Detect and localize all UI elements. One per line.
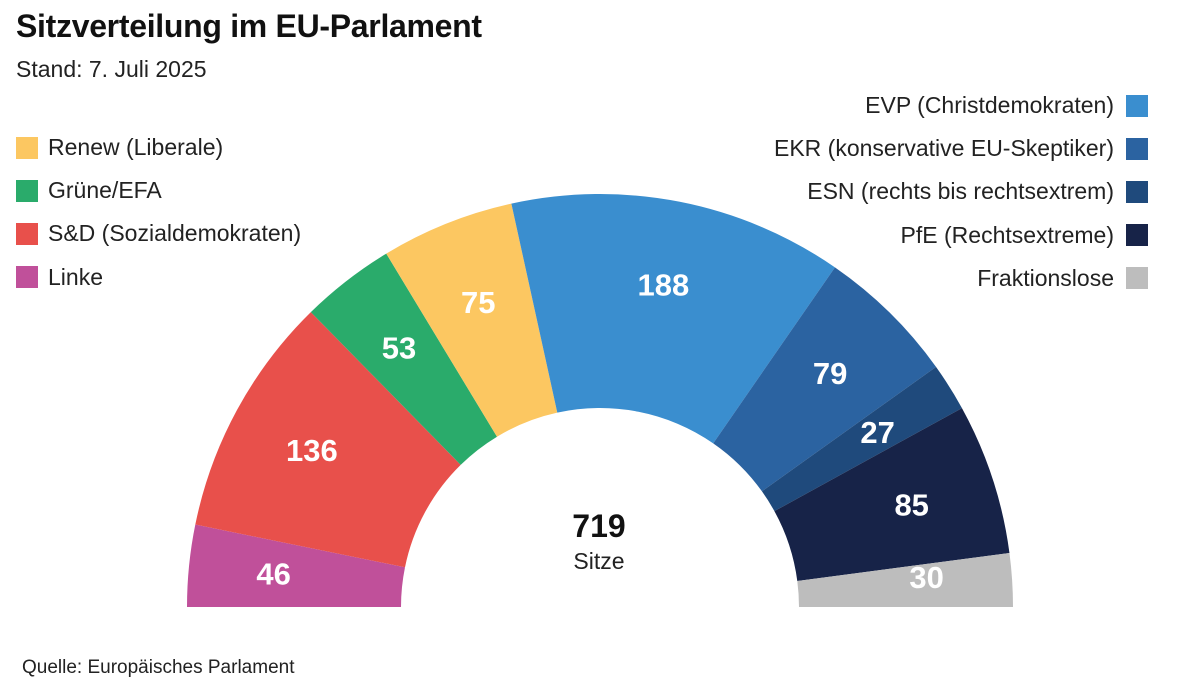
segment-label-ekr: 79 <box>813 356 847 391</box>
segment-label-gruene: 53 <box>382 330 416 365</box>
legend-item-sd: S&D (Sozialdemokraten) <box>16 212 301 255</box>
legend-swatch-linke <box>16 266 38 289</box>
source-note: Quelle: Europäisches Parlament <box>22 657 295 678</box>
legend-right: EVP (Christdemokraten) EKR (konservative… <box>774 84 1148 300</box>
segment-label-sd: 136 <box>286 433 338 468</box>
legend-label-linke: Linke <box>48 263 103 290</box>
legend-label-gruene: Grüne/EFA <box>48 177 162 204</box>
legend-swatch-ekr <box>1126 137 1148 160</box>
segment-label-nonattached: 30 <box>909 560 943 595</box>
legend-item-linke: Linke <box>16 256 301 299</box>
total-seats-label: Sitze <box>573 548 625 574</box>
legend-swatch-evp <box>1126 94 1148 117</box>
legend-label-pfe: PfE (Rechtsextreme) <box>900 221 1114 248</box>
legend-swatch-esn <box>1126 180 1148 203</box>
legend-swatch-gruene <box>16 179 38 202</box>
segment-esn <box>761 366 962 512</box>
segment-label-pfe: 85 <box>894 487 928 522</box>
chart-title: Sitzverteilung im EU-Parlament <box>16 8 482 44</box>
total-seats-value: 719 <box>572 508 626 544</box>
legend-swatch-renew <box>16 136 38 159</box>
legend-swatch-fraktionslose <box>1126 267 1148 290</box>
segment-pfe <box>774 408 1010 581</box>
legend-label-ekr: EKR (konservative EU-Skeptiker) <box>774 135 1114 162</box>
segment-label-evp: 188 <box>638 268 690 303</box>
legend-label-renew: Renew (Liberale) <box>48 134 224 161</box>
segment-label-esn: 27 <box>860 415 894 450</box>
legend-item-gruene: Grüne/EFA <box>16 169 301 212</box>
legend-label-evp: EVP (Christdemokraten) <box>865 92 1114 119</box>
legend-left: Renew (Liberale) Grüne/EFA S&D (Sozialde… <box>16 126 301 299</box>
legend-item-fraktionslose: Fraktionslose <box>774 257 1148 300</box>
segment-evp <box>511 194 835 444</box>
segment-label-linke: 46 <box>256 557 290 592</box>
segment-renew <box>386 203 558 437</box>
legend-item-pfe: PfE (Rechtsextreme) <box>774 214 1148 257</box>
segment-linke <box>187 524 406 607</box>
legend-label-sd: S&D (Sozialdemokraten) <box>48 220 302 247</box>
legend-item-ekr: EKR (konservative EU-Skeptiker) <box>774 127 1148 170</box>
legend-label-fraktionslose: Fraktionslose <box>977 264 1114 291</box>
segment-label-renew: 75 <box>461 285 495 320</box>
legend-label-esn: ESN (rechts bis rechtsextrem) <box>807 178 1114 205</box>
segment-ekr <box>713 267 937 492</box>
legend-item-esn: ESN (rechts bis rechtsextrem) <box>774 170 1148 213</box>
segment-nonattached <box>797 553 1013 607</box>
legend-item-evp: EVP (Christdemokraten) <box>774 84 1148 127</box>
segment-sd <box>195 312 461 568</box>
legend-swatch-pfe <box>1126 224 1148 247</box>
segment-gruene <box>310 253 498 465</box>
chart-subtitle: Stand: 7. Juli 2025 <box>16 56 207 82</box>
legend-swatch-sd <box>16 222 38 245</box>
legend-item-renew: Renew (Liberale) <box>16 126 301 169</box>
